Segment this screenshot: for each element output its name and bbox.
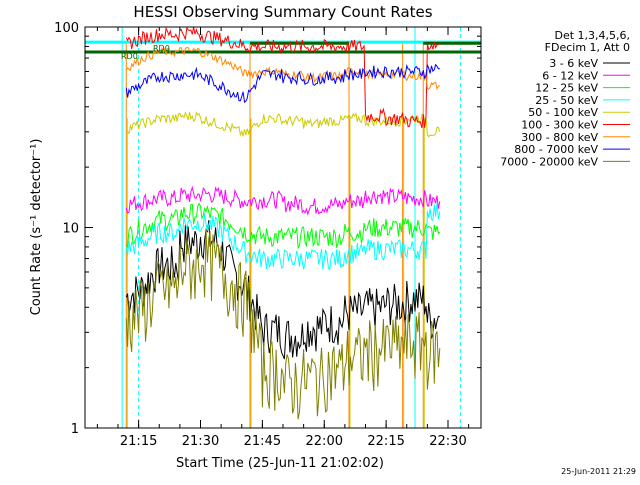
x-tick-label-5: 22:30 [429, 434, 466, 449]
y-tick-label-0: 1 [71, 422, 79, 437]
series-line-6 [125, 46, 440, 91]
series-line-8 [125, 228, 441, 420]
series-line-2 [125, 202, 441, 250]
legend-label-2: 12 - 25 keV [535, 82, 598, 95]
series-line-1 [125, 185, 441, 216]
legend-label-0: 3 - 6 keV [549, 57, 598, 70]
series-line-3 [125, 202, 441, 271]
rd0-annotation-1: RD0 [153, 44, 170, 53]
legend-label-5: 100 - 300 keV [521, 119, 598, 132]
x-tick-label-4: 22:15 [367, 434, 404, 449]
timestamp: 25-Jun-2011 21:29 [561, 467, 636, 476]
legend-header-line-1: Det 1,3,4,5,6, [554, 29, 630, 42]
y-tick-label-1: 10 [62, 222, 79, 237]
series-line-5 [125, 26, 440, 129]
legend-label-6: 300 - 800 keV [521, 131, 598, 144]
chart-title: HESSI Observing Summary Count Rates [133, 3, 432, 21]
legend-label-3: 25 - 50 keV [535, 94, 598, 107]
y-tick-label-2: 100 [54, 21, 79, 36]
series-line-4 [126, 111, 441, 138]
x-tick-label-3: 22:00 [306, 434, 343, 449]
axis-ticks: 1 10 100 21:15 21:30 21:45 22:00 22:15 22:30 [54, 21, 481, 449]
x-tick-label-0: 21:15 [120, 434, 157, 449]
x-tick-label-2: 21:45 [244, 434, 281, 449]
plot-area [85, 26, 481, 428]
legend-label-7: 800 - 7000 keV [514, 143, 598, 156]
legend-label-8: 7000 - 20000 keV [500, 155, 598, 168]
plot-frame [84, 26, 482, 429]
y-axis-label: Count Rate (s⁻¹ detector⁻¹) [29, 139, 44, 316]
x-tick-label-1: 21:30 [182, 434, 219, 449]
legend-header-line-2: FDecim 1, Att 0 [545, 41, 630, 54]
legend-label-1: 6 - 12 keV [542, 69, 598, 82]
legend-label-4: 50 - 100 keV [528, 106, 598, 119]
rd0-annotation-2: RD0 [121, 52, 138, 61]
series-line-7 [125, 63, 440, 104]
x-axis-label: Start Time (25-Jun-11 21:02:02) [176, 456, 384, 471]
